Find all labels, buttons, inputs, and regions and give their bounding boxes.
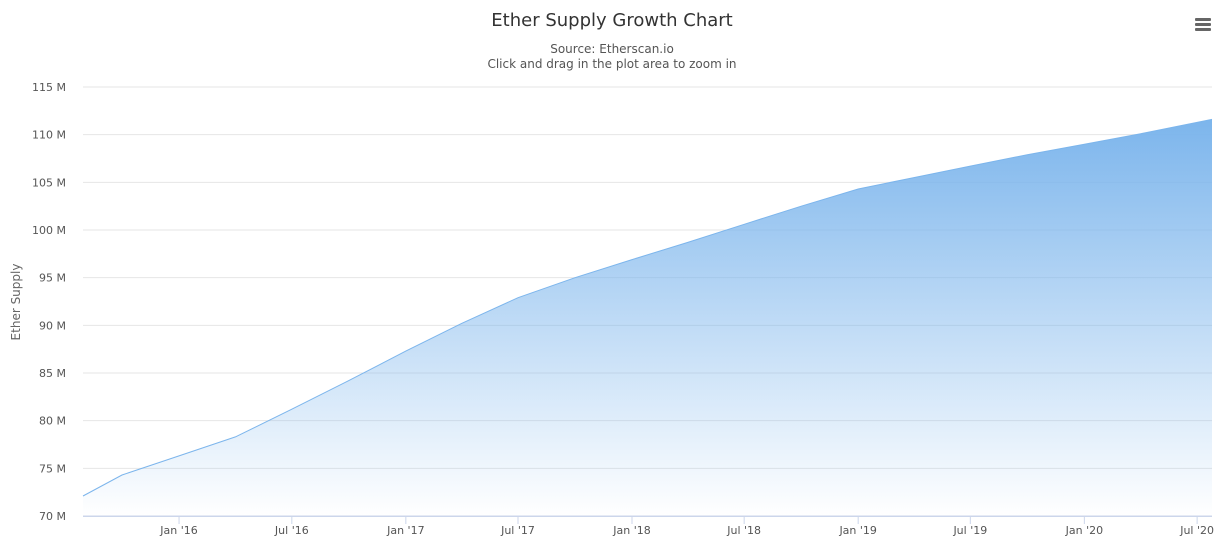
y-tick-label: 110 M xyxy=(32,129,66,142)
chart-menu-button[interactable] xyxy=(1190,12,1216,36)
y-tick-label: 70 M xyxy=(39,510,66,523)
y-tick-label: 85 M xyxy=(39,367,66,380)
x-tick-label: Jul '17 xyxy=(500,524,535,537)
x-tick-label: Jul '16 xyxy=(274,524,309,537)
x-tick-label: Jul '19 xyxy=(952,524,987,537)
y-tick-label: 90 M xyxy=(39,319,66,332)
y-tick-label: 100 M xyxy=(32,224,66,237)
hamburger-menu-icon xyxy=(1195,18,1211,31)
y-tick-label: 75 M xyxy=(39,462,66,475)
y-tick-label: 95 M xyxy=(39,272,66,285)
x-tick-label: Jan '19 xyxy=(838,524,876,537)
y-tick-label: 115 M xyxy=(32,81,66,94)
y-tick-label: 80 M xyxy=(39,415,66,428)
y-axis-title: Ether Supply xyxy=(9,264,23,341)
x-tick-label: Jan '20 xyxy=(1065,524,1103,537)
axes: 70 M 75 M 80 M 85 M 90 M 95 M 100 M 105 M 110 M 1… xyxy=(32,81,1214,537)
x-tick-label: Jul '20 xyxy=(1179,524,1214,537)
chart-title: Ether Supply Growth Chart xyxy=(491,10,733,31)
area-series[interactable] xyxy=(82,118,1213,517)
area-fill[interactable] xyxy=(83,119,1212,517)
x-tick-label: Jul '18 xyxy=(726,524,761,537)
x-tick-label: Jan '18 xyxy=(612,524,650,537)
x-tick-label: Jan '16 xyxy=(159,524,197,537)
x-tick-label: Jan '17 xyxy=(386,524,424,537)
chart-subtitle-source: Source: Etherscan.io xyxy=(550,42,674,56)
series-line[interactable] xyxy=(82,118,1213,497)
y-tick-label: 105 M xyxy=(32,176,66,189)
chart-subtitle-hint: Click and drag in the plot area to zoom … xyxy=(487,57,737,71)
